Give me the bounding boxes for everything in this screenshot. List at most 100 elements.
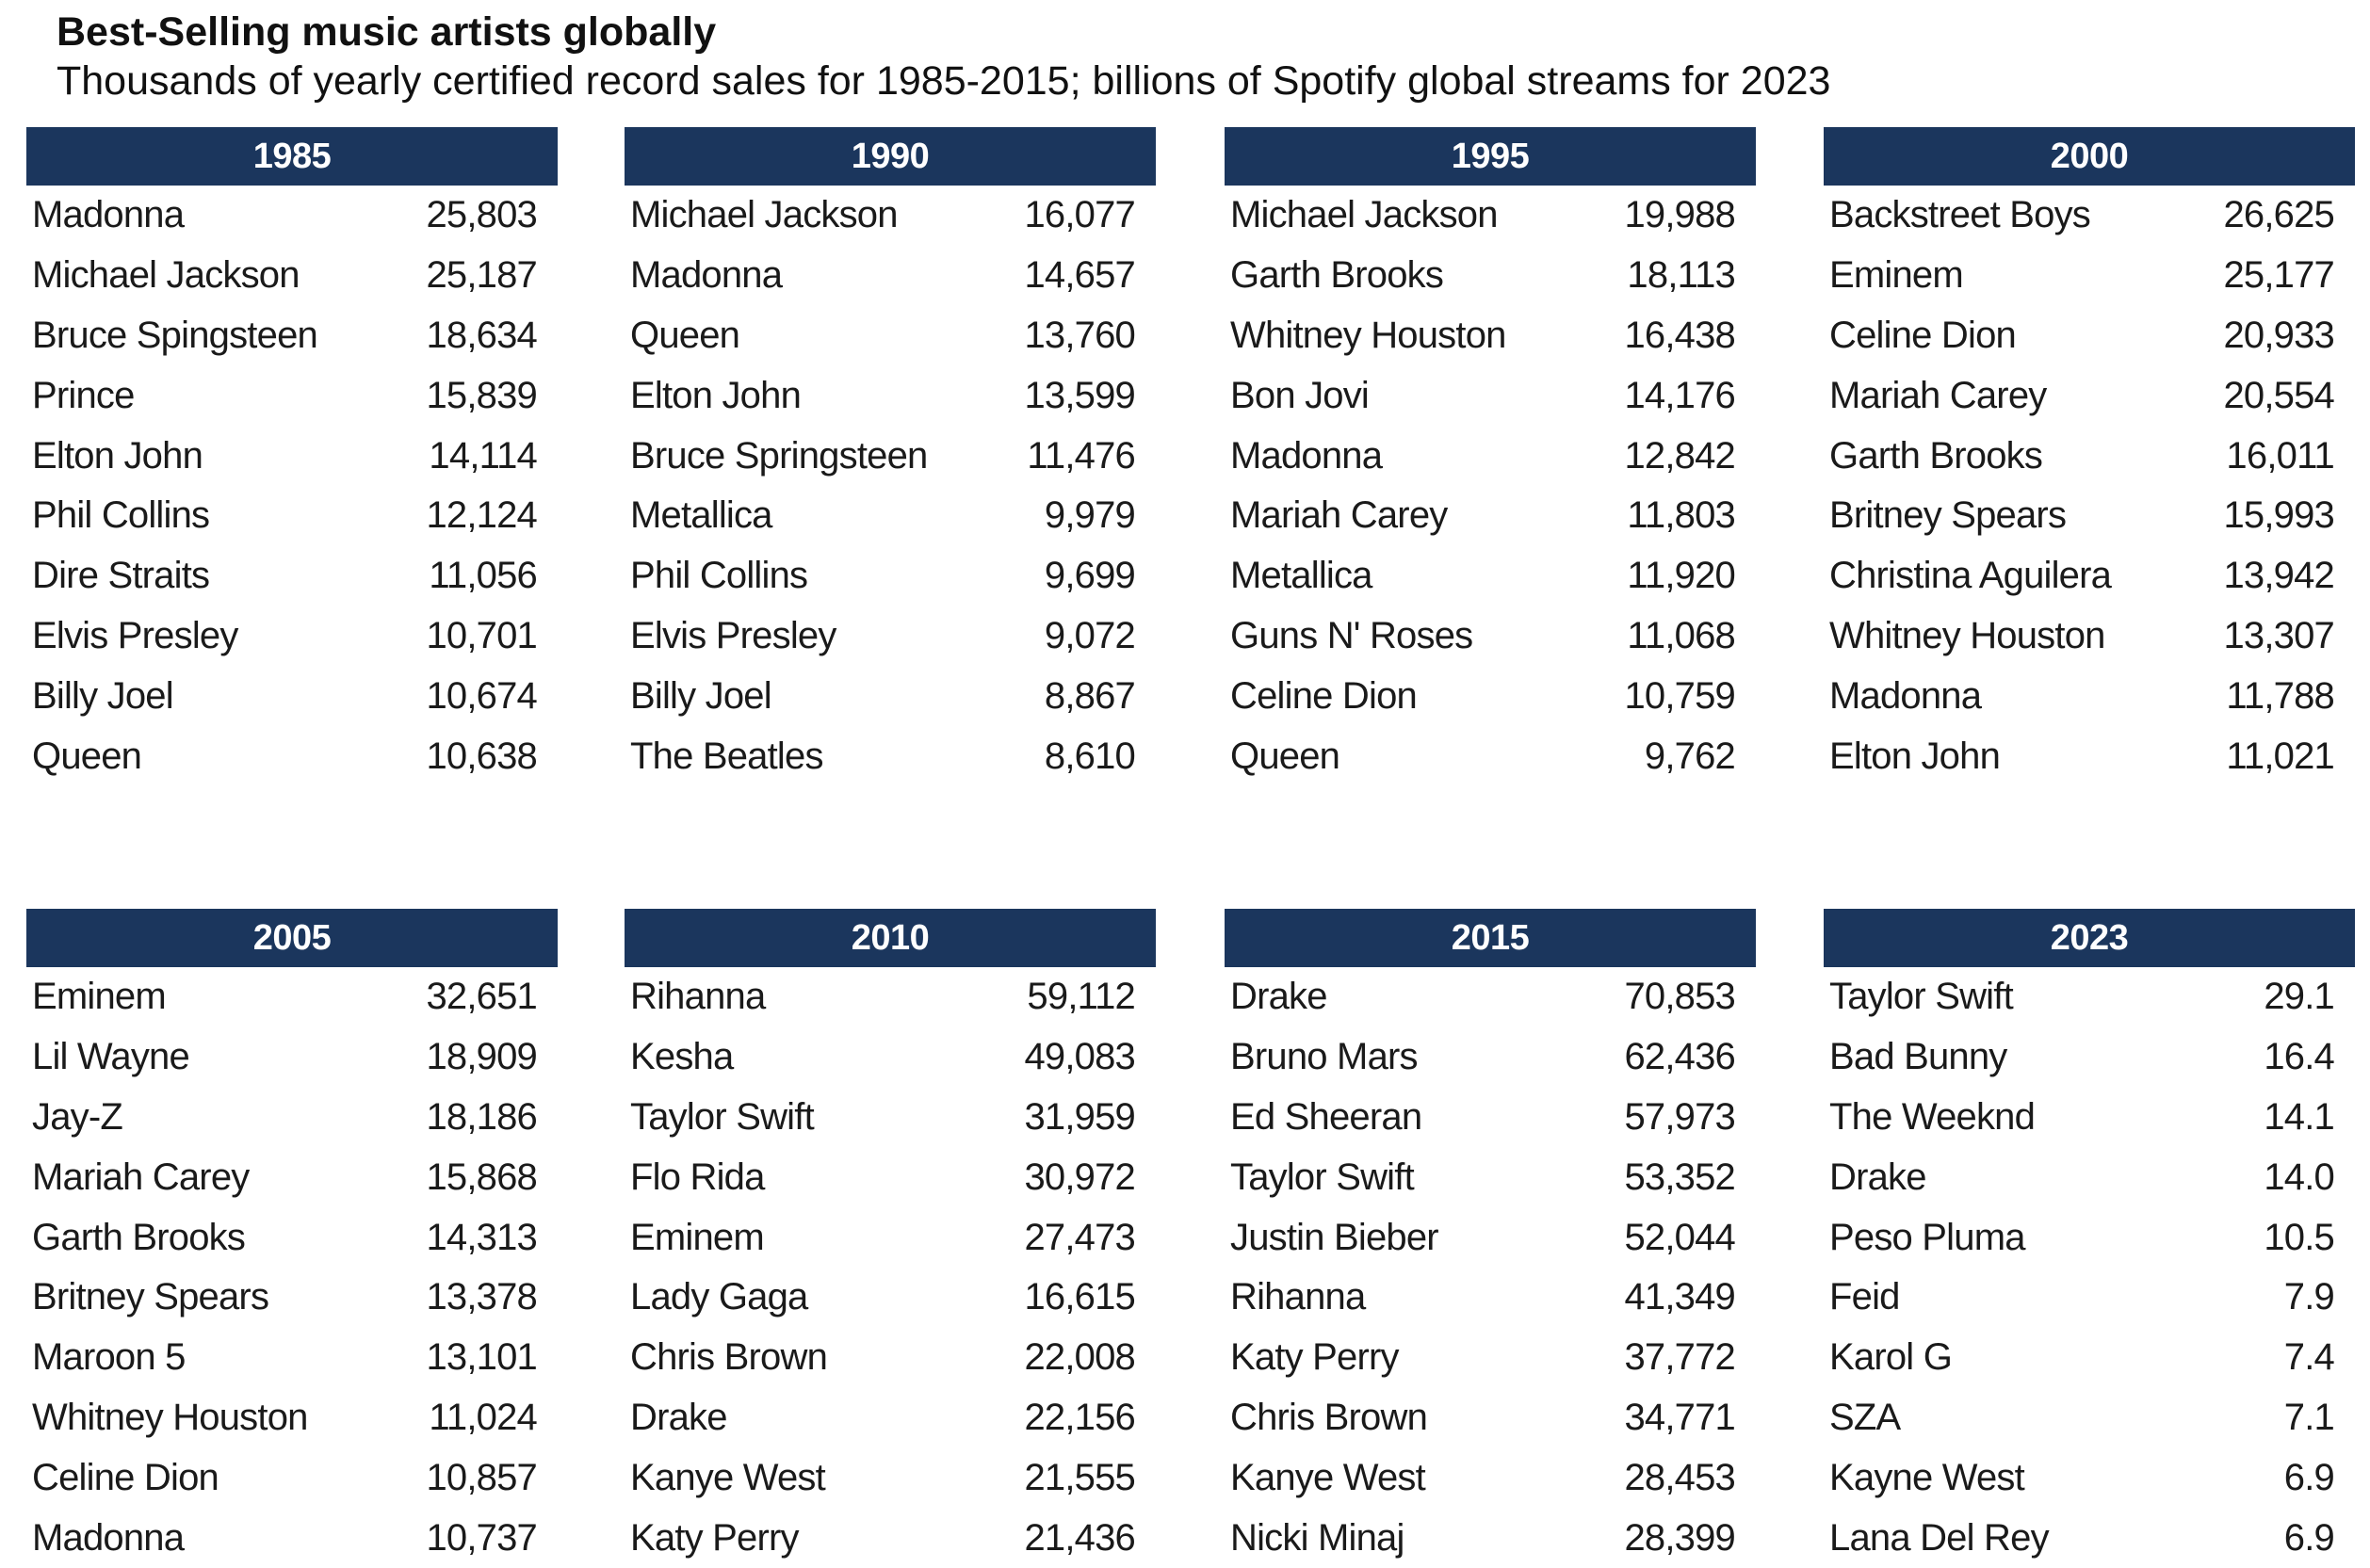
- sales-value: 30,972: [1024, 1156, 1135, 1198]
- list-item: Madonna 14,657: [625, 246, 1156, 306]
- streams-value: 14.0: [2264, 1156, 2334, 1198]
- artist-name: Elvis Presley: [32, 614, 238, 656]
- artist-name: Taylor Swift: [1829, 976, 2014, 1018]
- list-item: Kayne West 6.9: [1824, 1447, 2355, 1508]
- streams-value: 10.5: [2264, 1216, 2334, 1258]
- artist-name: Jay-Z: [32, 1095, 123, 1138]
- list-item: Feid 7.9: [1824, 1268, 2355, 1328]
- ranking-list-2015: Drake 70,853 Bruno Mars 62,436 Ed Sheeran 5…: [1225, 967, 1756, 1568]
- list-item: Garth Brooks 16,011: [1824, 426, 2355, 486]
- sales-value: 25,803: [426, 194, 537, 236]
- list-item: Madonna 11,788: [1824, 666, 2355, 726]
- ranking-list-2023: Taylor Swift 29.1 Bad Bunny 16.4 The Weekn…: [1824, 967, 2355, 1568]
- sales-value: 16,011: [2226, 434, 2334, 477]
- artist-name: Backstreet Boys: [1829, 194, 2091, 236]
- sales-value: 11,788: [2226, 674, 2334, 717]
- sales-value: 11,803: [1627, 494, 1735, 537]
- list-item: Celine Dion 10,857: [26, 1447, 558, 1508]
- sales-value: 25,177: [2223, 254, 2334, 297]
- list-item: Bruno Mars 62,436: [1225, 1027, 1756, 1088]
- panel-header-1990: 1990: [625, 127, 1156, 186]
- artist-name: Kanye West: [630, 1456, 826, 1498]
- list-item: Queen 9,762: [1225, 726, 1756, 786]
- list-item: Michael Jackson 19,988: [1225, 186, 1756, 246]
- artist-name: Whitney Houston: [1829, 614, 2105, 656]
- list-item: Taylor Swift 53,352: [1225, 1147, 1756, 1207]
- ranking-list-1995: Michael Jackson 19,988 Garth Brooks 18,113…: [1225, 186, 1756, 786]
- list-item: Katy Perry 21,436: [625, 1508, 1156, 1568]
- list-item: The Beatles 8,610: [625, 726, 1156, 786]
- list-item: Elton John 11,021: [1824, 726, 2355, 786]
- panel-1995: 1995 Michael Jackson 19,988 Garth Brooks 1…: [1225, 127, 1756, 786]
- list-item: Chris Brown 22,008: [625, 1328, 1156, 1388]
- artist-name: Garth Brooks: [32, 1216, 246, 1258]
- panel-2015: 2015 Drake 70,853 Bruno Mars 62,436 Ed She…: [1225, 909, 1756, 1568]
- panel-header-2015: 2015: [1225, 909, 1756, 967]
- artist-name: Phil Collins: [630, 555, 808, 597]
- list-item: Madonna 12,842: [1225, 426, 1756, 486]
- ranking-list-2005: Eminem 32,651 Lil Wayne 18,909 Jay-Z 18,186…: [26, 967, 558, 1568]
- artist-name: Bruce Springsteen: [630, 434, 928, 477]
- sales-value: 20,554: [2223, 374, 2334, 416]
- streams-value: 14.1: [2264, 1095, 2334, 1138]
- artist-name: Rihanna: [630, 976, 766, 1018]
- artist-name: Metallica: [630, 494, 772, 537]
- artist-name: Prince: [32, 374, 135, 416]
- artist-name: The Weeknd: [1829, 1095, 2036, 1138]
- panel-1985: 1985 Madonna 25,803 Michael Jackson 25,187…: [26, 127, 558, 786]
- list-item: Taylor Swift 29.1: [1824, 967, 2355, 1027]
- ranking-list-1990: Michael Jackson 16,077 Madonna 14,657 Quee…: [625, 186, 1156, 786]
- artist-name: Chris Brown: [1230, 1396, 1428, 1438]
- artist-name: Nicki Minaj: [1230, 1516, 1404, 1559]
- list-item: Karol G 7.4: [1824, 1328, 2355, 1388]
- sales-value: 18,186: [426, 1095, 537, 1138]
- sales-value: 22,008: [1024, 1336, 1135, 1379]
- sales-value: 10,701: [426, 614, 537, 656]
- list-item: Mariah Carey 11,803: [1225, 486, 1756, 546]
- sales-value: 11,920: [1627, 555, 1735, 597]
- sales-value: 8,867: [1044, 674, 1136, 717]
- list-item: Bad Bunny 16.4: [1824, 1027, 2355, 1088]
- ranking-list-2000: Backstreet Boys 26,625 Eminem 25,177 Celin…: [1824, 186, 2355, 786]
- panel-1990: 1990 Michael Jackson 16,077 Madonna 14,657…: [625, 127, 1156, 786]
- list-item: Whitney Houston 13,307: [1824, 606, 2355, 667]
- sales-value: 10,674: [426, 674, 537, 717]
- page-subtitle: Thousands of yearly certified record sal…: [57, 58, 1831, 104]
- list-item: Metallica 9,979: [625, 486, 1156, 546]
- sales-value: 31,959: [1024, 1095, 1135, 1138]
- panel-header-1995: 1995: [1225, 127, 1756, 186]
- sales-value: 70,853: [1624, 976, 1735, 1018]
- artist-name: Metallica: [1230, 555, 1372, 597]
- list-item: Garth Brooks 18,113: [1225, 246, 1756, 306]
- sales-value: 52,044: [1624, 1216, 1735, 1258]
- streams-value: 6.9: [2283, 1456, 2335, 1498]
- artist-name: Ed Sheeran: [1230, 1095, 1422, 1138]
- sales-value: 18,909: [426, 1036, 537, 1078]
- sales-value: 13,599: [1024, 374, 1135, 416]
- artist-name: Maroon 5: [32, 1336, 186, 1379]
- list-item: Katy Perry 37,772: [1225, 1328, 1756, 1388]
- sales-value: 11,068: [1627, 614, 1735, 656]
- artist-name: Madonna: [1829, 674, 1982, 717]
- artist-name: Mariah Carey: [1230, 494, 1448, 537]
- sales-value: 10,638: [426, 735, 537, 777]
- list-item: Billy Joel 8,867: [625, 666, 1156, 726]
- streams-value: 16.4: [2264, 1036, 2334, 1078]
- sales-value: 9,979: [1044, 494, 1136, 537]
- list-item: Lady Gaga 16,615: [625, 1268, 1156, 1328]
- artist-name: Bruce Spingsteen: [32, 314, 318, 356]
- list-item: Bruce Springsteen 11,476: [625, 426, 1156, 486]
- sales-value: 62,436: [1624, 1036, 1735, 1078]
- artist-name: Whitney Houston: [1230, 314, 1506, 356]
- streams-value: 7.1: [2283, 1396, 2335, 1438]
- sales-value: 16,438: [1624, 314, 1735, 356]
- artist-name: Eminem: [32, 976, 167, 1018]
- list-item: Elton John 14,114: [26, 426, 558, 486]
- artist-name: Chris Brown: [630, 1336, 828, 1379]
- artist-name: Eminem: [630, 1216, 765, 1258]
- sales-value: 8,610: [1044, 735, 1136, 777]
- artist-name: Katy Perry: [630, 1516, 800, 1559]
- artist-name: Madonna: [630, 254, 783, 297]
- artist-name: Queen: [1230, 735, 1340, 777]
- list-item: Christina Aguilera 13,942: [1824, 546, 2355, 606]
